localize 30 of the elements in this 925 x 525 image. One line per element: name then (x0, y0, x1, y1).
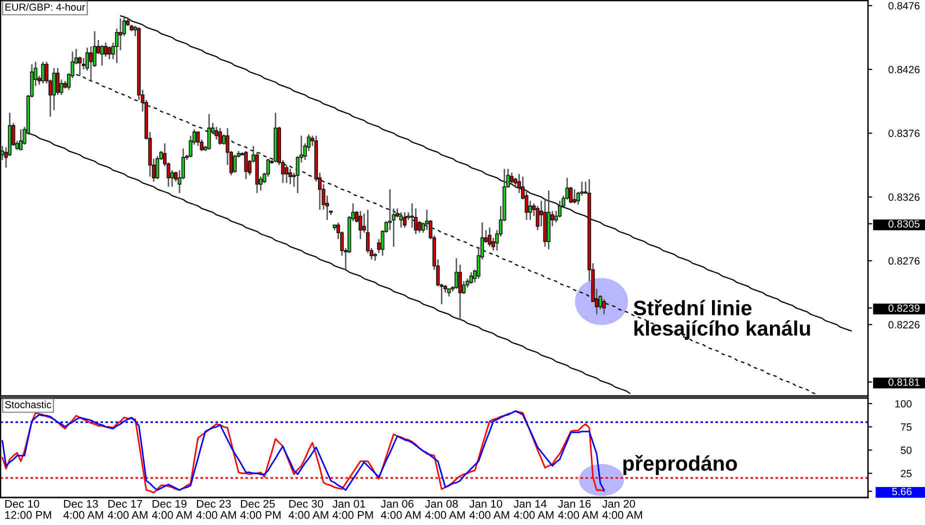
x-tick-label: Dec 25 4:00 PM (240, 500, 281, 519)
x-tick-label: Dec 19 4:00 AM (152, 500, 192, 519)
y-tick-label: 0.8426 (888, 66, 920, 74)
y-tick-label: 75 (900, 423, 912, 431)
x-tick-label: Jan 06 4:00 AM (380, 500, 420, 519)
x-tick-label: Jan 16 4:00 AM (558, 500, 598, 519)
y-tick-label: 0.8305 (888, 220, 920, 228)
x-tick-label: Jan 14 4:00 AM (514, 500, 554, 519)
y-tick-label: 0.8376 (888, 130, 920, 138)
y-tick-label: 100 (895, 400, 912, 408)
y-tick-label: 0.8326 (888, 193, 920, 201)
y-tick-label: 0.8276 (888, 257, 920, 265)
y-tick-label: 0.8476 (888, 2, 920, 10)
x-tick-label: Dec 30 4:00 AM (288, 500, 328, 519)
y-tick-label: 0.8239 (888, 304, 920, 312)
x-tick-label: Jan 10 4:00 AM (469, 500, 510, 519)
annotation: přeprodáno (623, 455, 737, 475)
chart-title: Stochastic (5, 400, 52, 408)
x-tick-label: Jan 20 4:00 AM (602, 500, 642, 519)
y-tick-label: 5.66 (892, 488, 912, 496)
x-tick-label: Dec 17 4:00 AM (108, 500, 148, 519)
y-tick-label: 50 (900, 446, 912, 454)
y-tick-label: 25 (900, 470, 912, 478)
y-tick-label: 0.8181 (888, 378, 920, 386)
x-tick-label: Dec 13 4:00 AM (63, 500, 104, 519)
y-tick-label: 0.8226 (888, 321, 920, 328)
x-tick-label: Jan 08 4:00 AM (425, 500, 465, 519)
x-tick-label: Dec 10 12:00 PM (5, 500, 52, 519)
x-tick-label: Dec 23 4:00 AM (196, 500, 236, 519)
x-tick-label: Jan 01 4:00 PM (332, 500, 373, 519)
